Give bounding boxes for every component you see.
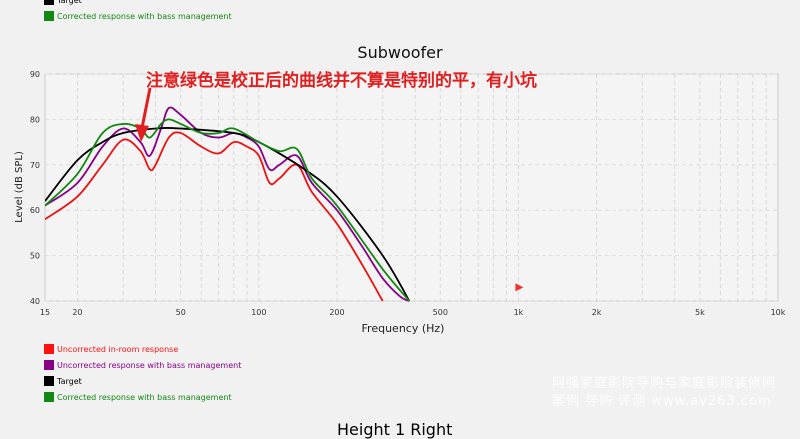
x-tick-label: 5k bbox=[695, 308, 705, 317]
annotation: 注意绿色是校正后的曲线并不算是特别的平，有小坑 bbox=[146, 71, 537, 91]
x-tick-label: 50 bbox=[176, 308, 186, 317]
legend-label: Target bbox=[57, 0, 82, 5]
x-tick-label: 100 bbox=[251, 308, 266, 317]
legend-swatch bbox=[44, 0, 54, 5]
legend-label: Target bbox=[57, 376, 82, 386]
series-line bbox=[45, 118, 411, 302]
next-chart-title: Height 1 Right bbox=[337, 420, 453, 439]
legend-swatch bbox=[44, 392, 54, 402]
x-axis-label: Frequency (Hz) bbox=[362, 322, 445, 335]
legend-swatch bbox=[44, 376, 54, 386]
y-axis-label: Level (dB SPL) bbox=[14, 151, 25, 223]
x-tick-label: 1k bbox=[514, 308, 524, 317]
y-tick-label: 50 bbox=[30, 252, 40, 261]
legend-item: Uncorrected response with bass managemen… bbox=[44, 360, 241, 370]
x-tick-label: 10k bbox=[771, 308, 786, 317]
legend-item: Corrected response with bass management bbox=[44, 392, 232, 402]
series-line bbox=[45, 127, 411, 302]
marker-triangle bbox=[515, 283, 524, 292]
legend-swatch bbox=[44, 360, 54, 370]
legend-label: Corrected response with bass management bbox=[57, 392, 232, 402]
series-line bbox=[45, 131, 384, 302]
y-tick-label: 70 bbox=[30, 161, 40, 170]
legend-item: Corrected response with bass management bbox=[44, 11, 232, 21]
x-tick-label: 20 bbox=[72, 308, 82, 317]
annotation-arrow bbox=[140, 87, 152, 129]
legend-label: Uncorrected in-room response bbox=[57, 344, 179, 354]
legend-item: Target bbox=[44, 0, 82, 5]
plot-area bbox=[44, 73, 779, 302]
legend-label: Corrected response with bass management bbox=[57, 11, 232, 21]
y-tick-label: 60 bbox=[30, 206, 40, 215]
legend-item: Uncorrected in-room response bbox=[44, 344, 178, 354]
chart-title: Subwoofer bbox=[357, 43, 443, 62]
frequency-response-chart: 40 50 60 70 80 90 15 20 50 100 200 500 1k 2k 5k 10k Subw… bbox=[14, 43, 786, 335]
legend-label: Uncorrected response with bass managemen… bbox=[57, 360, 242, 370]
annotation-arrowhead bbox=[135, 124, 149, 142]
legend-item: Target bbox=[44, 376, 82, 386]
watermark-line-2: 案例 导购 评测 www.av263.com bbox=[552, 394, 772, 409]
x-tick-label: 200 bbox=[329, 308, 344, 317]
y-tick-label: 40 bbox=[30, 297, 40, 306]
x-tick-label: 500 bbox=[433, 308, 448, 317]
y-tick-label: 90 bbox=[30, 70, 40, 79]
x-tick-label: 2k bbox=[592, 308, 602, 317]
y-tick-label: 80 bbox=[30, 115, 40, 124]
legend-swatch bbox=[44, 344, 54, 354]
x-tick-label: 15 bbox=[40, 308, 50, 317]
watermark-line-1: 阿强家庭影院导购与家庭影院装修网 bbox=[552, 376, 777, 391]
legend-swatch bbox=[44, 11, 54, 21]
